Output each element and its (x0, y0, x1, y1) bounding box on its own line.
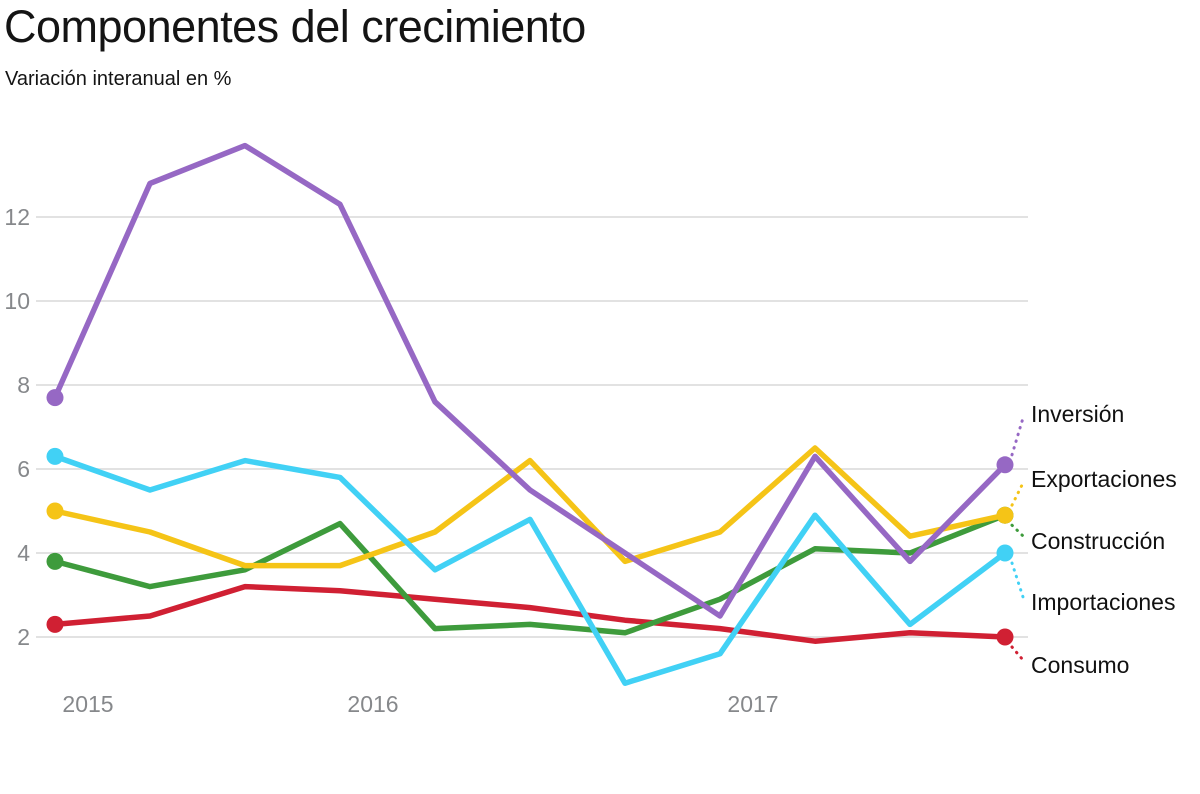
series-start-dot-inversion (46, 389, 64, 407)
legend-leader-consumo (1010, 645, 1025, 662)
legend-label-importaciones: Importaciones (1031, 589, 1175, 615)
legend-leader-importaciones (1010, 561, 1025, 599)
legend-label-inversion: Inversión (1031, 401, 1124, 427)
chart-title: Componentes del crecimiento (4, 1, 586, 52)
series-line-inversion (52, 142, 1008, 619)
series-end-dot-inversion (996, 456, 1014, 474)
series-line-importaciones (52, 453, 1008, 686)
y-tick-label-6: 6 (17, 456, 30, 482)
legend-label-construccion: Construcción (1031, 528, 1165, 554)
legend-leader-inversion (1010, 416, 1025, 457)
x-tick-label-2016: 2016 (347, 691, 398, 717)
y-tick-label-8: 8 (17, 372, 30, 398)
chart-subtitle: Variación interanual en % (5, 68, 232, 90)
series-end-dot-consumo (996, 628, 1014, 646)
series-line-exportaciones (52, 445, 1008, 569)
y-tick-label-12: 12 (4, 204, 30, 230)
series-line-construccion (52, 512, 1008, 636)
legend-leader-construccion (1010, 523, 1025, 538)
series-start-dot-exportaciones (46, 502, 64, 520)
series-line-consumo (52, 583, 1008, 644)
x-tick-label-2015: 2015 (62, 691, 113, 717)
x-tick-label-2017: 2017 (727, 691, 778, 717)
legend-leader-exportaciones (1010, 481, 1025, 507)
legend-label-consumo: Consumo (1031, 652, 1129, 678)
legend-label-exportaciones: Exportaciones (1031, 466, 1177, 492)
y-tick-label-4: 4 (17, 540, 30, 566)
y-tick-label-10: 10 (4, 288, 30, 314)
y-tick-label-2: 2 (17, 624, 30, 650)
series-start-dot-importaciones (46, 447, 64, 465)
series-end-dot-exportaciones (996, 506, 1014, 524)
series-end-dot-importaciones (996, 544, 1014, 562)
series-start-dot-construccion (46, 552, 64, 570)
series-start-dot-consumo (46, 615, 64, 633)
